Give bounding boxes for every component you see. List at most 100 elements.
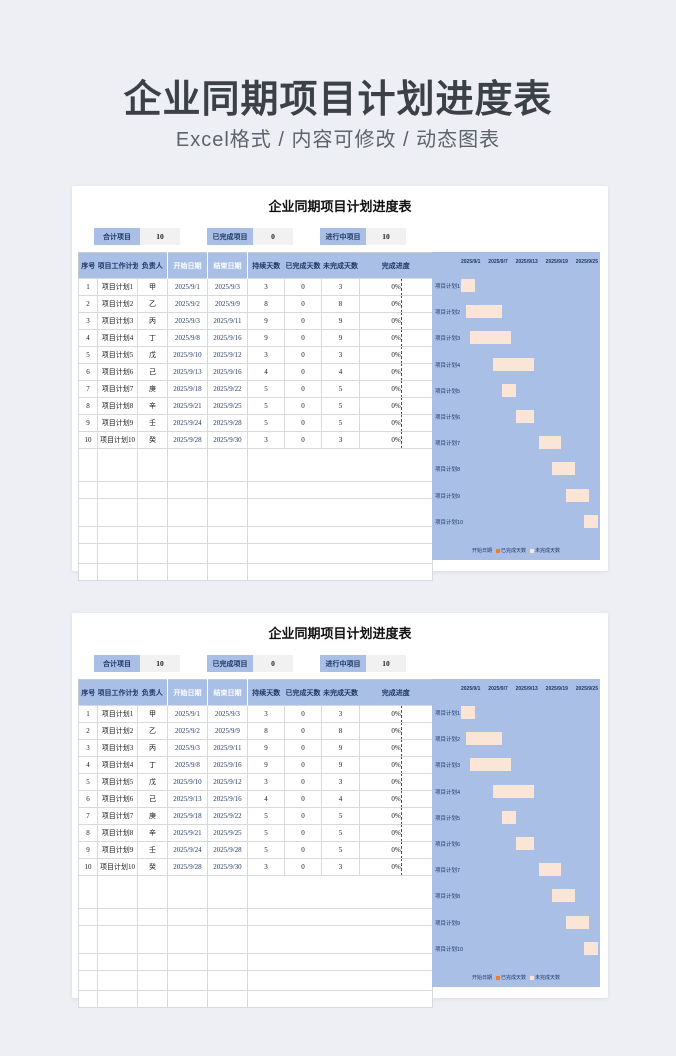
table-cell: 0	[284, 790, 322, 808]
sheet-table: 序号 项目工作计划 负责人 开始日期 结束日期 持续天数 已完成天数 未完成天数 完成进度 1 项目…	[78, 252, 433, 581]
table-cell: 2025/9/8	[167, 329, 208, 347]
header-cell: 序号	[78, 252, 98, 279]
stat-value: 10	[366, 655, 406, 672]
table-cell: 2025/9/24	[167, 414, 208, 432]
table-cell: 3	[321, 278, 360, 296]
table-cell: 5	[247, 824, 285, 842]
empty-table-cell	[167, 990, 208, 1008]
gantt-category-label: 项目计划10	[435, 946, 464, 953]
gantt-category-label: 项目计划8	[435, 467, 461, 474]
table-cell: 3	[78, 312, 98, 330]
table-row: 4 项目计划4 丁 2025/9/8 2025/9/16 9 0 9 0%	[78, 756, 433, 774]
empty-table-cell	[97, 953, 138, 971]
empty-table-cell	[97, 970, 138, 991]
table-row: 8 项目计划8 辛 2025/9/21 2025/9/25 5 0 5 0%	[78, 397, 433, 415]
table-cell: 9	[78, 841, 98, 859]
empty-table-cell	[207, 448, 248, 482]
stat-completed-projects: 已完成项目 0	[207, 655, 293, 672]
table-cell: 项目计划5	[97, 346, 138, 364]
table-cell: 0%	[359, 346, 433, 364]
stat-total-projects: 合计项目 10	[94, 228, 180, 245]
legend-label: 已完成天数	[500, 975, 526, 981]
table-cell: 8	[78, 824, 98, 842]
summary-stats-row: 合计项目 10 已完成项目 0 进行中项目 10	[94, 655, 406, 672]
empty-table-cell	[78, 953, 98, 971]
gantt-category-label: 项目计划9	[435, 493, 461, 500]
table-cell: 项目计划6	[97, 363, 138, 381]
table-cell: 3	[247, 431, 285, 449]
table-cell: 2025/9/11	[207, 312, 248, 330]
table-cell: 2025/9/22	[207, 380, 248, 398]
empty-table-cell	[137, 953, 168, 971]
legend-swatch-icon	[530, 548, 534, 553]
gantt-bar-remaining	[502, 383, 516, 397]
table-cell: 壬	[137, 414, 168, 432]
gantt-category-label: 项目计划7	[435, 441, 461, 448]
gantt-bar-remaining	[538, 863, 562, 877]
table-cell: 5	[78, 346, 98, 364]
empty-table-cell	[137, 498, 168, 527]
gantt-category-label: 项目计划5	[435, 815, 461, 822]
gantt-category-label: 项目计划10	[435, 519, 464, 526]
gantt-axis-tick: 2025/9/25	[575, 259, 598, 265]
gantt-bar-remaining	[465, 732, 503, 746]
table-cell: 项目计划3	[97, 312, 138, 330]
table-row: 7 项目计划7 庚 2025/9/18 2025/9/22 5 0 5 0%	[78, 807, 433, 825]
table-cell: 己	[137, 790, 168, 808]
table-cell: 0%	[359, 858, 433, 876]
gantt-row: 项目计划6	[432, 831, 600, 857]
empty-table-cell	[78, 925, 98, 954]
table-cell: 0%	[359, 807, 433, 825]
empty-table-cell	[247, 908, 433, 926]
gantt-chart: 2025/9/1 2025/9/7 2025/9/13 2025/9/19 2025/9…	[432, 679, 600, 987]
stat-total-projects: 合计项目 10	[94, 655, 180, 672]
table-cell: 0	[284, 722, 322, 740]
table-cell: 2025/9/3	[207, 705, 248, 723]
gantt-x-axis: 2025/9/1 2025/9/7 2025/9/13 2025/9/19 2025/9…	[461, 259, 598, 265]
project-plan-table: 序号 项目工作计划 负责人 开始日期 结束日期 持续天数 已完成天数 未完成天数 完成进度 1 项目…	[78, 679, 433, 1008]
empty-table-cell	[97, 875, 138, 909]
table-cell: 3	[321, 431, 360, 449]
table-cell: 2025/9/3	[167, 739, 208, 757]
legend-label: 已完成天数	[500, 548, 526, 554]
table-cell: 3	[247, 705, 285, 723]
gantt-bar-remaining	[470, 758, 512, 772]
empty-table-cell	[207, 875, 248, 909]
empty-table-cell	[97, 925, 138, 954]
header-cell: 持续天数	[247, 252, 285, 279]
table-cell: 项目计划9	[97, 414, 138, 432]
empty-table-cell	[137, 543, 168, 564]
table-cell: 0%	[359, 722, 433, 740]
page-title: 企业同期项目计划进度表	[123, 79, 553, 121]
gantt-bar-remaining	[552, 889, 576, 903]
empty-table-cell	[167, 526, 208, 544]
table-cell: 2025/9/11	[207, 739, 248, 757]
gantt-category-label: 项目计划2	[435, 310, 461, 317]
empty-table-cell	[207, 563, 248, 581]
table-cell: 癸	[137, 858, 168, 876]
legend-label: 开始日期	[471, 548, 492, 554]
stat-completed-projects: 已完成项目 0	[207, 228, 293, 245]
table-cell: 2025/9/9	[207, 295, 248, 313]
gantt-legend: 开始日期 已完成天数 未完成天数	[432, 547, 600, 554]
sheet-preview-card-1: 企业同期项目计划进度表 合计项目 10 已完成项目 0 进行中项目 10 序号项…	[72, 186, 608, 581]
table-cell: 0	[284, 705, 322, 723]
stat-value: 0	[253, 655, 293, 672]
table-cell: 8	[321, 722, 360, 740]
table-cell: 戊	[137, 346, 168, 364]
empty-table-row	[78, 875, 433, 909]
gantt-bar-remaining	[461, 706, 475, 719]
table-row: 5 项目计划5 戊 2025/9/10 2025/9/12 3 0 3 0%	[78, 346, 433, 364]
table-cell: 2025/9/8	[167, 756, 208, 774]
table-cell: 10	[78, 858, 98, 876]
header-cell: 完成进度	[359, 679, 433, 706]
empty-table-cell	[78, 563, 98, 581]
empty-table-cell	[207, 498, 248, 527]
gantt-row: 项目计划2	[432, 726, 600, 752]
table-row: 1 项目计划1 甲 2025/9/1 2025/9/3 3 0 3 0%	[78, 278, 433, 296]
table-cell: 6	[78, 790, 98, 808]
header-cell: 开始日期	[167, 252, 208, 279]
empty-table-cell	[247, 526, 433, 544]
table-cell: 9	[321, 312, 360, 330]
empty-table-row	[78, 526, 433, 544]
